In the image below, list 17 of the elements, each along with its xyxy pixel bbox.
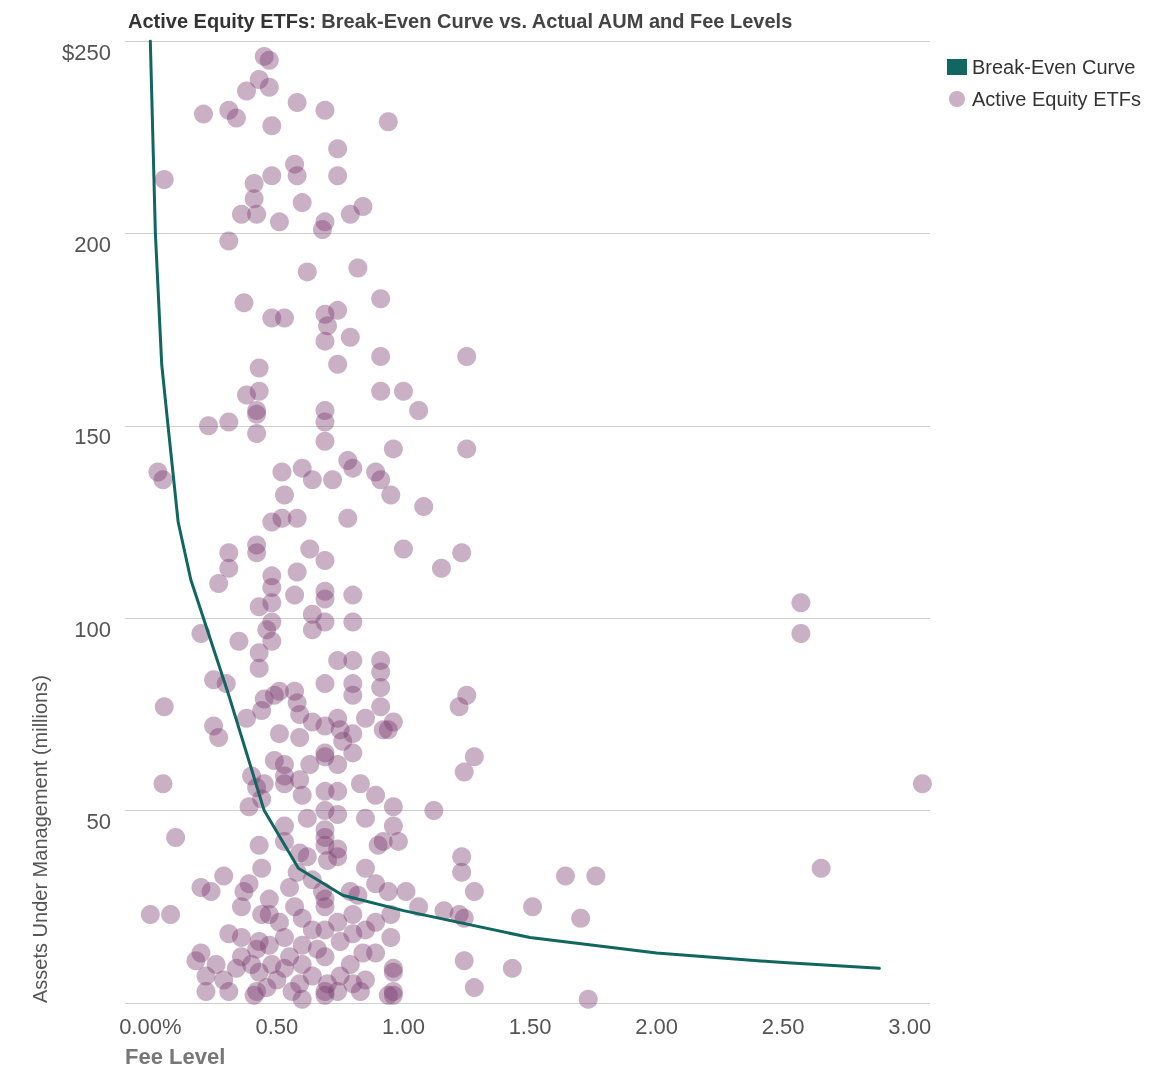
x-tick-label: 0.50	[255, 1013, 299, 1039]
x-tick-label: 1.00	[382, 1013, 425, 1039]
legend-label: Active Equity ETFs	[972, 88, 1141, 110]
x-axis-title: Fee Level	[125, 1043, 226, 1069]
y-tick-label: 150	[74, 424, 111, 450]
x-tick-label: 1.50	[508, 1013, 552, 1039]
x-tick-label: 3.00	[888, 1013, 932, 1039]
x-tick-label: 2.00	[635, 1013, 679, 1039]
y-tick-label: $250	[62, 39, 111, 65]
chart-title: Active Equity ETFs: Break-Even Curve vs. Actual AUM and Fee Levels	[128, 10, 793, 32]
x-tick-label: 0.00%	[119, 1013, 182, 1039]
x-tick-label: 2.50	[761, 1013, 805, 1039]
y-axis-title: Assets Under Management (millions)	[29, 675, 52, 1003]
y-tick-label: 50	[86, 809, 111, 835]
y-tick-label: 200	[74, 231, 111, 257]
y-tick-label: 100	[74, 616, 111, 642]
legend-label: Break-Even Curve	[972, 56, 1136, 78]
